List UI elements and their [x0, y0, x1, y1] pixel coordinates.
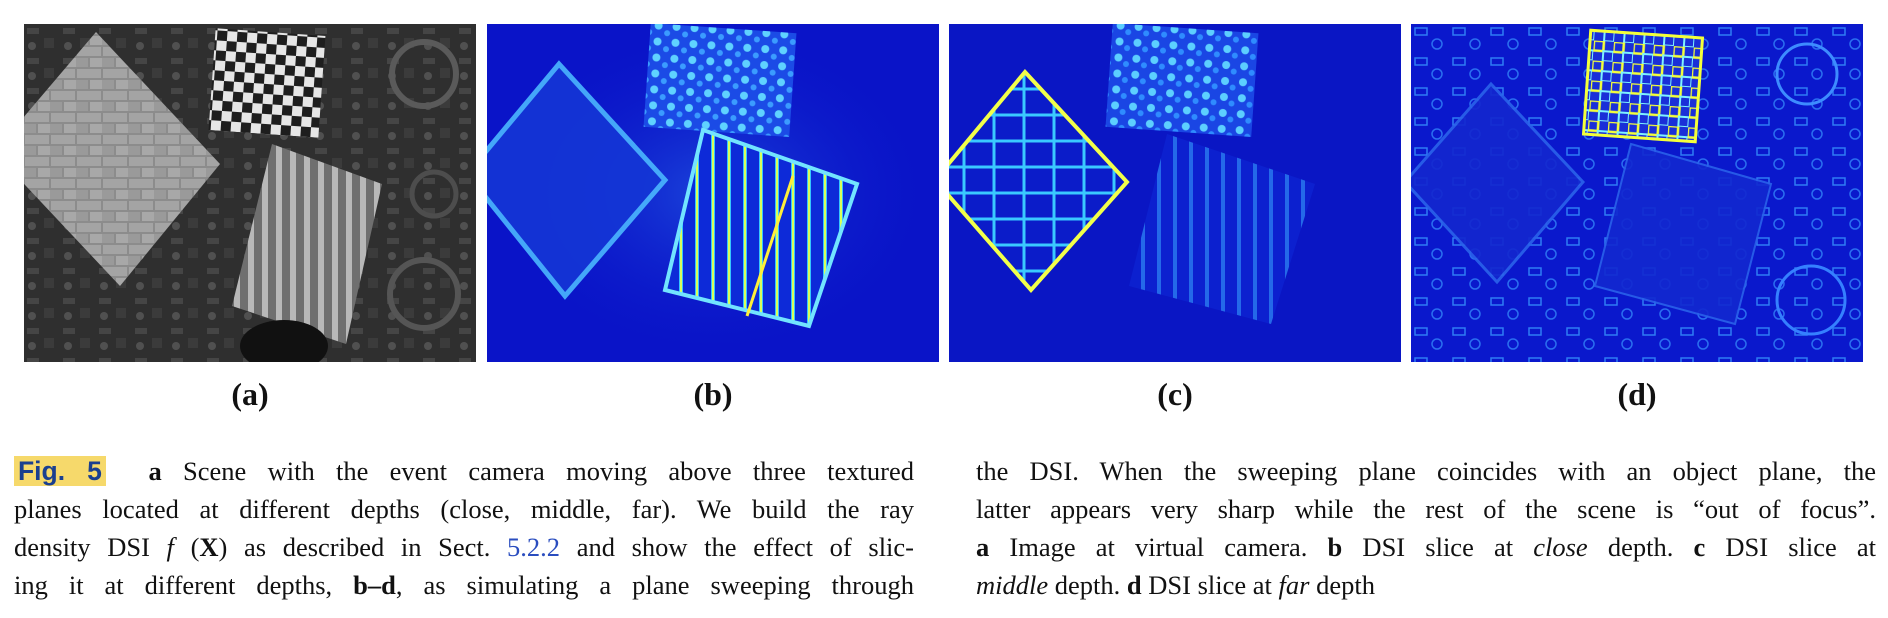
- caption-text: and show the effect of slic-: [560, 532, 915, 562]
- caption-math-f: f: [166, 532, 174, 562]
- caption-text: Scene with the event camera moving above…: [161, 456, 915, 486]
- caption-text: Image at virtual camera.: [989, 532, 1328, 562]
- subfigure-label-a: (a): [231, 376, 269, 412]
- caption-text: d: [1126, 570, 1142, 600]
- caption-text: depth.: [1587, 532, 1694, 562]
- caption-text: middle: [976, 570, 1049, 600]
- caption-line: density DSI f (X) as described in Sect. …: [14, 528, 914, 566]
- caption-text: DSI slice at: [1342, 532, 1534, 562]
- caption-left-column: Fig. 5 a Scene with the event camera mov…: [14, 452, 914, 604]
- caption-math-x: X: [199, 532, 219, 562]
- caption-text: depth.: [1048, 570, 1127, 600]
- panel-c-dsi-middle-depth: [949, 24, 1401, 362]
- caption-line: a Image at virtual camera. b DSI slice a…: [976, 528, 1876, 566]
- subfigure-label-d: (d): [1617, 376, 1657, 412]
- caption-line: middle depth. d DSI slice at far depth: [976, 566, 1876, 604]
- caption-line: ing it at different depths, b–d, as simu…: [14, 566, 914, 604]
- panel-a-scene-image: [24, 24, 476, 362]
- caption-text: close: [1533, 532, 1588, 562]
- caption-text: b–d: [353, 570, 396, 600]
- subfigure-label-c: (c): [1157, 376, 1193, 412]
- caption-line: Fig. 5 a Scene with the event camera mov…: [14, 452, 914, 490]
- caption-text: depth: [1309, 570, 1375, 600]
- caption-line: planes located at different depths (clos…: [14, 494, 914, 524]
- section-reference-link[interactable]: 5.2.2: [507, 532, 561, 562]
- caption-text: (: [173, 532, 200, 562]
- caption-text: b: [1327, 532, 1343, 562]
- panel-d-dsi-far-depth: [1411, 24, 1863, 362]
- caption-text: , as simulating a plane sweeping through: [395, 570, 914, 600]
- caption-text: ) as described in Sect.: [218, 532, 508, 562]
- caption-text: ing it at different depths,: [14, 570, 354, 600]
- caption-line: latter appears very sharp while the rest…: [976, 494, 1876, 524]
- caption-text: far: [1278, 570, 1310, 600]
- caption-text: DSI slice at: [1705, 532, 1877, 562]
- caption-text: a: [976, 532, 990, 562]
- caption-text: density DSI: [14, 532, 167, 562]
- caption-line: the DSI. When the sweeping plane coincid…: [976, 456, 1876, 486]
- panel-b-dsi-close-depth: [487, 24, 939, 362]
- figure-number-label: Fig. 5: [14, 456, 106, 486]
- caption-text: a: [148, 456, 162, 486]
- caption-text: c: [1693, 532, 1706, 562]
- caption-text: DSI slice at: [1141, 570, 1279, 600]
- subfigure-label-b: (b): [693, 376, 733, 412]
- caption-right-column: the DSI. When the sweeping plane coincid…: [976, 452, 1876, 604]
